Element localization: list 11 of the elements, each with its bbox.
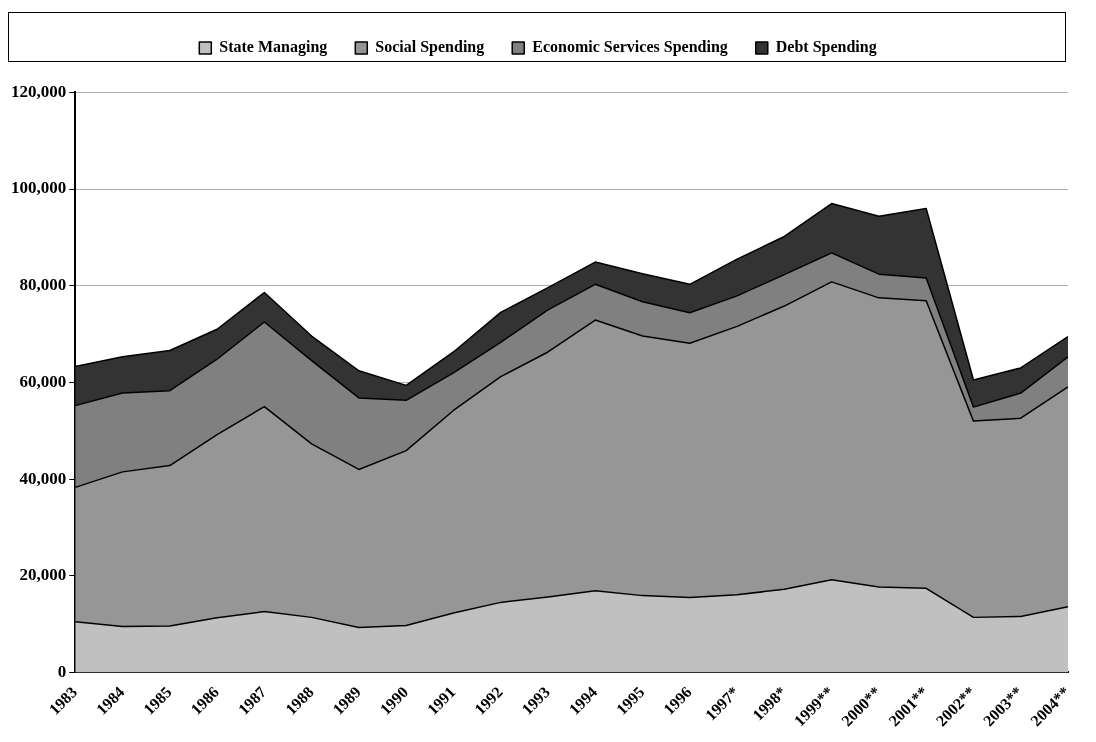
y-tick-label: 100,000	[11, 178, 67, 198]
legend-label: State Managing	[219, 38, 328, 57]
y-tick-label: 0	[57, 661, 67, 681]
legend-label: Economic Services Spending	[532, 38, 728, 57]
y-tick-label: 20,000	[19, 565, 67, 585]
y-tick-label: 60,000	[19, 371, 67, 391]
y-tick-label: 120,000	[11, 81, 67, 101]
y-tick-label: 40,000	[19, 468, 67, 488]
legend-label: Debt Spending	[775, 38, 877, 57]
legend-label: Social Spending	[375, 38, 485, 57]
y-tick-label: 80,000	[19, 275, 67, 295]
